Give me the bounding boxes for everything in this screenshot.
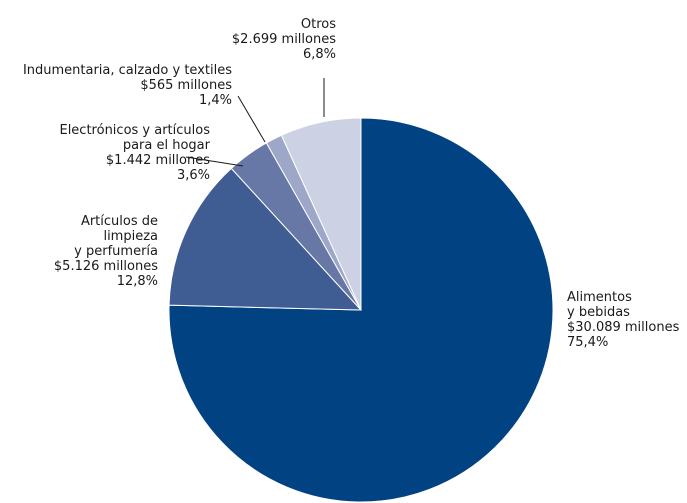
pie-slice	[168, 167, 363, 311]
slice-label: limpieza	[103, 229, 158, 244]
slice-amount-label: $1.442 millones	[106, 153, 210, 168]
slice-percent-label: 6,8%	[303, 47, 336, 62]
pie-slices	[168, 117, 554, 503]
slice-label: Indumentaria, calzado y textiles	[23, 63, 232, 78]
slice-percent-label: 3,6%	[177, 168, 210, 183]
leader-line	[237, 95, 266, 143]
slice-percent-label: 75,4%	[567, 335, 608, 350]
slice-amount-label: $565 millones	[140, 78, 232, 93]
slice-label: Otros	[301, 17, 336, 32]
slice-label: Artículos de	[81, 214, 158, 229]
slice-amount-label: $5.126 millones	[54, 259, 158, 274]
slice-amount-label: $30.089 millones	[567, 320, 680, 335]
leader-line	[185, 156, 244, 167]
slice-label: Alimentos	[567, 290, 632, 305]
slice-percent-label: 1,4%	[199, 93, 232, 108]
slice-amount-label: $2.699 millones	[232, 32, 336, 47]
slice-label: Electrónicos y artículos	[59, 123, 210, 138]
slice-percent-label: 12,8%	[117, 274, 158, 289]
slice-label: y bebidas	[567, 305, 630, 320]
slice-label: y perfumería	[74, 244, 158, 259]
slice-label: para el hogar	[123, 138, 211, 153]
leader-lines	[185, 78, 325, 167]
pie-slice	[280, 117, 362, 311]
